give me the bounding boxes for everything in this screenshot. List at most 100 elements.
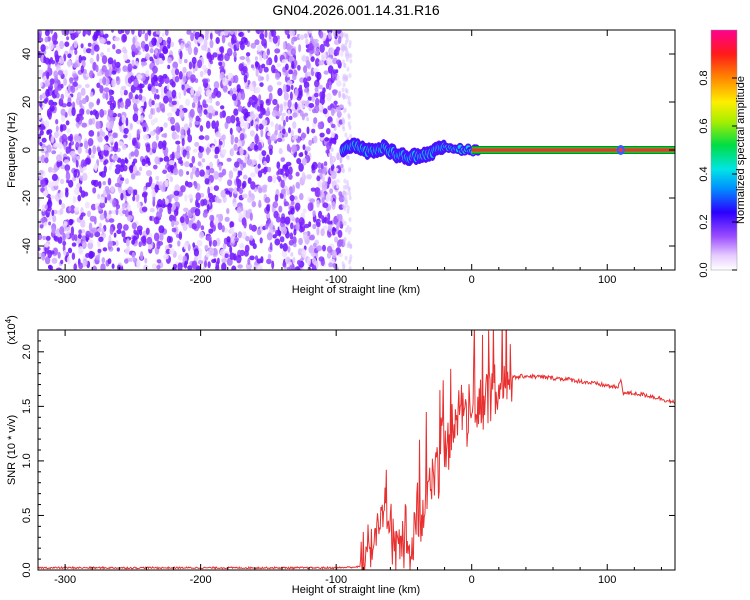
noise-speckle bbox=[348, 217, 352, 223]
noise-speckle bbox=[118, 208, 125, 217]
noise-speckle bbox=[279, 236, 285, 243]
noise-speckle bbox=[290, 48, 296, 56]
noise-speckle bbox=[341, 87, 345, 93]
noise-speckle bbox=[84, 83, 90, 88]
noise-speckle bbox=[171, 220, 175, 228]
noise-speckle bbox=[205, 98, 212, 103]
noise-speckle bbox=[209, 214, 215, 222]
noise-speckle bbox=[230, 77, 234, 82]
colorbar-label: Normalized spectral amplitude bbox=[735, 76, 747, 224]
noise-speckle bbox=[242, 193, 248, 199]
noise-speckle bbox=[141, 206, 148, 212]
noise-speckle bbox=[102, 181, 106, 186]
noise-speckle bbox=[243, 220, 247, 229]
noise-speckle bbox=[148, 244, 153, 250]
noise-speckle bbox=[342, 59, 345, 65]
noise-speckle bbox=[131, 44, 136, 52]
noise-speckle bbox=[250, 172, 256, 178]
noise-speckle bbox=[197, 100, 201, 109]
noise-speckle bbox=[67, 135, 73, 141]
noise-speckle bbox=[255, 68, 259, 77]
noise-speckle bbox=[134, 98, 140, 105]
x-tick-label: -200 bbox=[190, 574, 212, 586]
noise-speckle bbox=[242, 66, 248, 74]
noise-speckle bbox=[317, 121, 323, 130]
noise-speckle bbox=[124, 158, 129, 164]
noise-speckle bbox=[318, 256, 325, 262]
noise-speckle bbox=[286, 143, 290, 152]
noise-speckle bbox=[302, 208, 307, 214]
noise-speckle bbox=[140, 236, 147, 243]
noise-speckle bbox=[331, 226, 336, 236]
noise-speckle bbox=[271, 260, 275, 270]
noise-speckle bbox=[109, 226, 114, 235]
noise-speckle bbox=[124, 247, 130, 255]
noise-speckle bbox=[257, 163, 261, 169]
noise-speckle bbox=[169, 176, 174, 183]
noise-speckle bbox=[82, 172, 88, 181]
noise-speckle bbox=[243, 174, 248, 180]
noise-speckle bbox=[330, 107, 335, 116]
noise-speckle bbox=[276, 137, 283, 143]
noise-speckle bbox=[48, 221, 52, 226]
noise-speckle bbox=[155, 175, 160, 181]
noise-speckle bbox=[273, 210, 279, 219]
noise-speckle bbox=[38, 113, 42, 120]
x-tick-label: -300 bbox=[54, 274, 76, 286]
noise-speckle bbox=[148, 98, 153, 108]
noise-speckle bbox=[181, 137, 185, 147]
noise-speckle bbox=[147, 160, 151, 166]
noise-speckle bbox=[250, 64, 255, 69]
noise-speckle bbox=[278, 205, 283, 213]
noise-speckle bbox=[135, 61, 139, 67]
noise-speckle bbox=[87, 42, 92, 47]
noise-speckle bbox=[319, 43, 325, 53]
y-tick-label: -40 bbox=[21, 238, 33, 254]
noise-speckle bbox=[54, 50, 59, 60]
noise-speckle bbox=[282, 83, 287, 93]
noise-speckle bbox=[205, 147, 212, 153]
noise-speckle bbox=[99, 202, 106, 209]
noise-speckle bbox=[301, 172, 306, 181]
noise-speckle bbox=[59, 124, 64, 133]
noise-speckle bbox=[284, 216, 291, 225]
noise-speckle bbox=[78, 262, 84, 270]
noise-speckle bbox=[320, 162, 324, 170]
noise-speckle bbox=[175, 140, 181, 145]
noise-speckle bbox=[300, 104, 306, 109]
noise-speckle bbox=[127, 63, 133, 73]
noise-speckle bbox=[259, 82, 264, 87]
noise-speckle bbox=[81, 97, 87, 105]
noise-speckle bbox=[49, 78, 55, 85]
noise-speckle bbox=[169, 214, 175, 222]
noise-speckle bbox=[189, 108, 195, 118]
noise-speckle bbox=[253, 264, 258, 270]
noise-speckle bbox=[292, 112, 298, 118]
noise-speckle bbox=[92, 145, 97, 155]
noise-speckle bbox=[288, 55, 293, 63]
noise-speckle bbox=[80, 43, 84, 49]
noise-speckle bbox=[191, 102, 196, 109]
noise-speckle bbox=[234, 161, 240, 168]
noise-speckle bbox=[93, 216, 97, 225]
noise-speckle bbox=[58, 199, 62, 205]
noise-speckle bbox=[215, 120, 219, 128]
noise-speckle bbox=[112, 43, 116, 50]
noise-speckle bbox=[38, 107, 43, 113]
noise-speckle bbox=[239, 56, 246, 60]
noise-speckle bbox=[67, 255, 71, 265]
noise-speckle bbox=[230, 226, 235, 235]
noise-speckle bbox=[156, 107, 161, 113]
noise-speckle bbox=[321, 197, 325, 202]
noise-speckle bbox=[39, 94, 43, 101]
noise-speckle bbox=[131, 59, 135, 67]
noise-speckle bbox=[38, 174, 44, 181]
noise-speckle bbox=[313, 117, 318, 124]
noise-speckle bbox=[108, 234, 112, 243]
noise-speckle bbox=[349, 133, 353, 139]
noise-speckle bbox=[215, 90, 222, 98]
noise-speckle bbox=[308, 139, 313, 146]
noise-speckle bbox=[185, 145, 191, 152]
noise-speckle bbox=[107, 240, 114, 247]
noise-speckle bbox=[64, 41, 70, 47]
